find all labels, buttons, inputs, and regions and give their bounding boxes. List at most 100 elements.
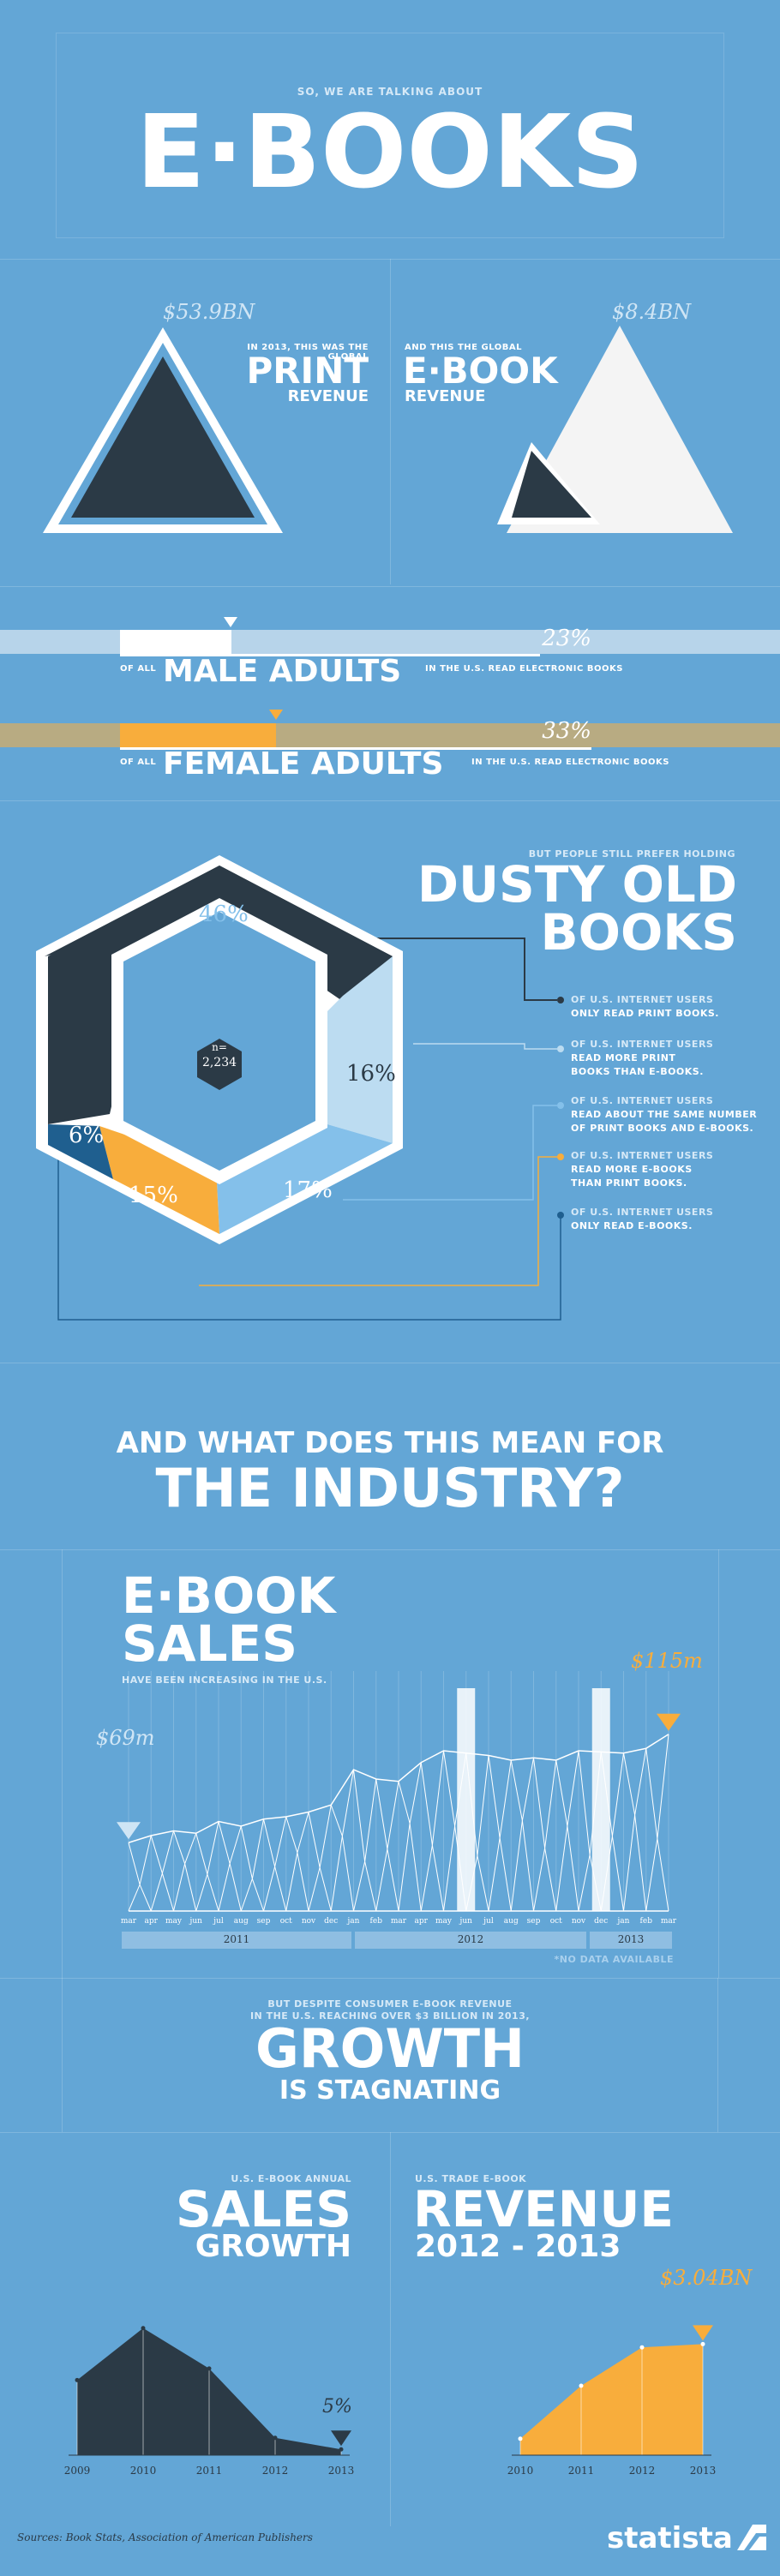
legend-text-line3: BOOKS THAN E-BOOKS. <box>571 1066 704 1077</box>
mesh-line <box>251 1818 264 1879</box>
sales-growth-area-chart: 2009 2010 2011 2012 2013 <box>64 2326 354 2477</box>
year-bar <box>355 1932 586 1949</box>
mesh-line <box>578 1854 591 1912</box>
mesh-line <box>398 1823 411 1912</box>
mesh-line <box>218 1821 231 1864</box>
data-point <box>518 2436 523 2441</box>
header-frame <box>56 33 724 238</box>
mesh-line <box>611 1752 624 1836</box>
mesh-line <box>623 1814 636 1912</box>
year-bar <box>590 1932 672 1949</box>
area-fill <box>520 2344 703 2455</box>
mesh-line <box>161 1830 174 1874</box>
mesh-line <box>567 1750 579 1826</box>
mesh-line <box>173 1830 186 1864</box>
month-tick-label: mar <box>121 1917 137 1926</box>
month-tick-label: jun <box>459 1917 473 1926</box>
mesh-line <box>499 1837 512 1912</box>
legend-dot <box>557 1102 564 1109</box>
reading-preference-hexagon-chart <box>36 855 561 1321</box>
divider <box>0 2132 780 2133</box>
mesh-line <box>263 1818 276 1867</box>
mesh-line <box>375 1778 388 1849</box>
mesh-line <box>454 1752 467 1826</box>
sales-growth-title2: GROWTH <box>195 2229 351 2264</box>
divider <box>0 259 780 260</box>
sales-end-label: $115m <box>631 1649 703 1673</box>
mesh-line <box>465 1855 478 1912</box>
mesh-line <box>387 1848 399 1912</box>
mesh-line <box>499 1759 512 1838</box>
legend-text-line1: OF U.S. INTERNET USERS <box>571 994 714 1005</box>
sales-title-line2: SALES <box>122 1614 298 1673</box>
mesh-line <box>263 1866 276 1912</box>
month-tick-label: jun <box>189 1917 203 1926</box>
mesh-line <box>623 1752 636 1816</box>
month-tick-label: apr <box>415 1917 429 1926</box>
ebook-amount: $8.4BN <box>612 300 692 324</box>
growth-title: GROWTH <box>255 2017 525 2080</box>
mesh-line <box>657 1838 669 1912</box>
center-n-value: 2,234 <box>201 1056 237 1069</box>
mesh-line <box>308 1867 321 1912</box>
divider <box>62 1549 63 1978</box>
mesh-line <box>319 1867 332 1912</box>
center-n-label: n= <box>212 1041 227 1053</box>
female-bar-underline <box>120 747 591 750</box>
sales-series-line <box>128 1734 669 1843</box>
start-marker-icon <box>117 1822 141 1840</box>
mesh-line <box>184 1833 197 1865</box>
mesh-line <box>533 1848 546 1912</box>
legend-text-line1: OF U.S. INTERNET USERS <box>571 1039 714 1050</box>
month-tick-label: nov <box>572 1917 586 1926</box>
year-tick-label: 2009 <box>64 2465 91 2477</box>
industry-heading-line2: THE INDUSTRY? <box>155 1457 625 1519</box>
month-tick-label: jan <box>347 1917 360 1926</box>
female-track <box>0 723 780 747</box>
mesh-line <box>387 1781 399 1849</box>
no-data-hatch <box>591 1688 610 1911</box>
trade-revenue-area-chart: 2010 2011 2012 2013 <box>507 2325 716 2477</box>
print-intro: IN 2013, THIS WAS THE GLOBAL <box>247 343 369 362</box>
sales-growth-end-label: 5% <box>322 2396 352 2417</box>
segment-pct-label: 15% <box>129 1183 178 1208</box>
month-tick-label: feb <box>370 1917 383 1926</box>
legend-text-line1: OF U.S. INTERNET USERS <box>571 1095 714 1106</box>
mesh-line <box>285 1816 298 1854</box>
segment-pct-label: 6% <box>69 1123 105 1148</box>
legend-text-line1: OF U.S. INTERNET USERS <box>571 1207 714 1218</box>
mesh-line <box>544 1759 557 1848</box>
mesh-line <box>229 1825 242 1864</box>
mesh-line <box>431 1845 444 1912</box>
mesh-line <box>285 1852 298 1912</box>
mesh-line <box>364 1778 377 1862</box>
male-bar <box>120 630 231 654</box>
header-kicker: SO, WE ARE TALKING ABOUT <box>297 86 483 98</box>
mesh-line <box>128 1884 141 1912</box>
trade-revenue-title2: 2012 - 2013 <box>415 2229 621 2264</box>
male-bar-underline <box>120 654 540 656</box>
year-tick-label: 2010 <box>507 2465 534 2477</box>
mesh-line <box>240 1825 253 1879</box>
month-tick-label: sep <box>527 1917 541 1926</box>
divider <box>718 1549 719 1978</box>
legend-dot <box>557 997 564 1003</box>
sales-subtitle: HAVE BEEN INCREASING IN THE U.S. <box>122 1674 327 1686</box>
year-tick-label: 2011 <box>568 2465 595 2477</box>
mesh-line <box>207 1821 219 1875</box>
month-tick-label: may <box>165 1917 183 1926</box>
month-tick-label: nov <box>302 1917 316 1926</box>
mesh-line <box>645 1838 658 1912</box>
month-tick-label: mar <box>661 1917 677 1926</box>
month-tick-label: oct <box>280 1917 292 1926</box>
male-marker-icon <box>224 617 237 627</box>
ebook-label: E·BOOK <box>403 350 558 392</box>
mesh-line <box>229 1863 242 1912</box>
brand-logo: statista <box>607 2521 733 2555</box>
mesh-line <box>521 1758 534 1821</box>
sales-growth-title1: SALES <box>175 2180 351 2238</box>
year-tick-label: 2010 <box>130 2465 157 2477</box>
mesh-line <box>319 1805 332 1868</box>
ebook-sales-line-chart: mar apr may jun jul aug sep oct nov dec jan feb mar a… <box>117 1671 681 1926</box>
mesh-line <box>409 1823 422 1912</box>
